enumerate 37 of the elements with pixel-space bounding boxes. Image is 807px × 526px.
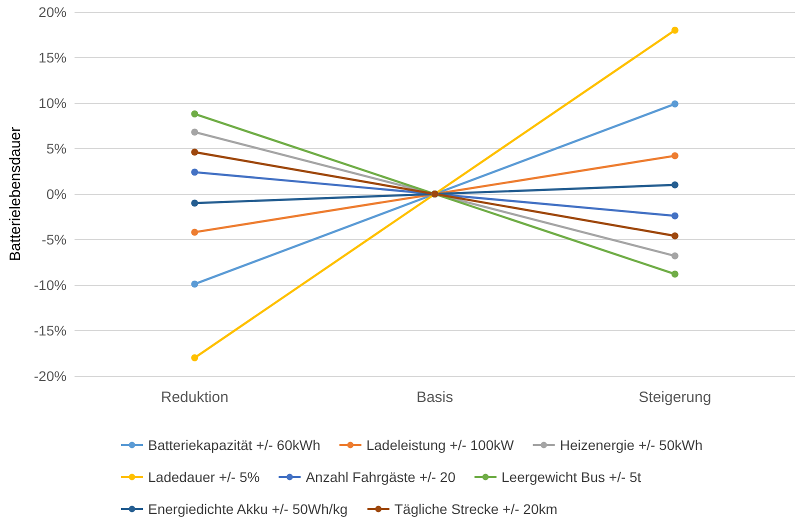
point [671,252,678,260]
legend-label: Heizenergie +/- 50kWh [560,437,703,453]
legend-label: Batteriekapazität +/- 60kWh [148,437,320,453]
point [671,181,678,188]
point [191,148,198,156]
y-tick-label: 5% [46,140,67,156]
point [671,212,678,220]
y-tick-label: 0% [46,186,67,202]
legend-label: Anzahl Fahrgäste +/- 20 [306,469,456,485]
point [671,26,678,34]
y-axis-title: Batterielebensdauer [7,126,24,262]
point [671,270,678,278]
x-tick-label: Reduktion [160,389,228,406]
point [191,110,198,118]
y-tick-label: -5% [42,232,67,248]
y-tick-label: 15% [38,50,67,66]
point [191,128,198,136]
y-tick-label: -20% [34,368,67,384]
point [671,100,678,108]
point [191,168,198,176]
point [671,152,678,160]
y-tick-label: 10% [38,95,67,111]
point [191,200,198,207]
point [191,228,198,236]
legend-label: Ladeleistung +/- 100kW [366,437,515,453]
point [191,354,198,362]
legend-label: Leergewicht Bus +/- 5t [502,469,642,485]
point [191,280,198,288]
legend-label: Ladedauer +/- 5% [148,469,260,485]
y-tick-label: -10% [34,277,67,293]
point [671,232,678,240]
legend-label: Energiedichte Akku +/- 50Wh/kg [148,501,348,517]
legend-label: Tägliche Strecke +/- 20km [394,501,558,517]
x-tick-label: Basis [416,389,454,406]
x-tick-label: Steigerung [638,389,712,406]
y-tick-label: -15% [34,322,67,338]
y-tick-label: 20% [38,4,67,20]
